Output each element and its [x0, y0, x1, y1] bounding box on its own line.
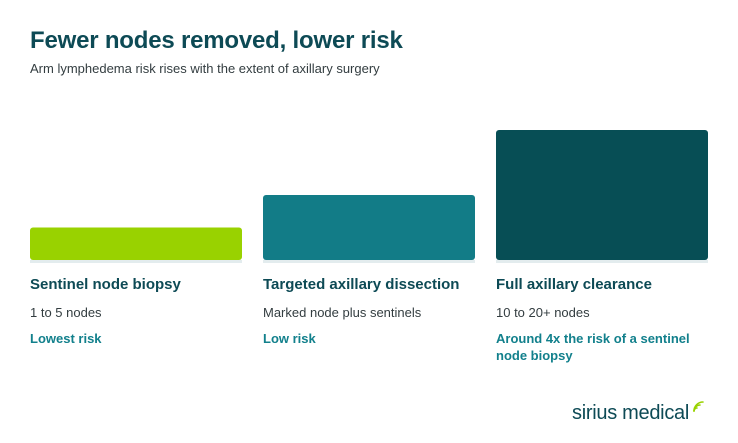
bar-base-line — [496, 260, 708, 263]
bar-3 — [496, 130, 708, 260]
risk-label: Low risk — [263, 331, 316, 346]
category-column-full: Full axillary clearance 10 to 20+ nodes … — [496, 276, 696, 364]
category-description: Marked node plus sentinels — [263, 305, 422, 320]
brand-logo: sirius medical — [572, 400, 704, 425]
bar-base-line — [30, 260, 242, 263]
category-label: Targeted axillary dissection — [263, 276, 460, 293]
signal-waves-icon — [693, 400, 704, 412]
risk-label: Around 4x the risk of a sentinel node bi… — [496, 331, 690, 363]
category-column-sentinel: Sentinel node biopsy 1 to 5 nodes Lowest… — [30, 276, 250, 347]
chart-subtitle: Arm lymphedema risk rises with the exten… — [30, 61, 380, 76]
brand-name: sirius medical — [572, 402, 689, 424]
bar-base-line — [263, 260, 475, 263]
category-label: Full axillary clearance — [496, 276, 652, 293]
chart-title: Fewer nodes removed, lower risk — [30, 27, 403, 54]
category-column-targeted: Targeted axillary dissection Marked node… — [263, 276, 483, 347]
bar-1 — [30, 227, 242, 260]
category-description: 10 to 20+ nodes — [496, 305, 590, 320]
risk-label: Lowest risk — [30, 331, 102, 346]
category-description: 1 to 5 nodes — [30, 305, 102, 320]
category-label: Sentinel node biopsy — [30, 276, 181, 293]
bar-2 — [263, 195, 475, 260]
